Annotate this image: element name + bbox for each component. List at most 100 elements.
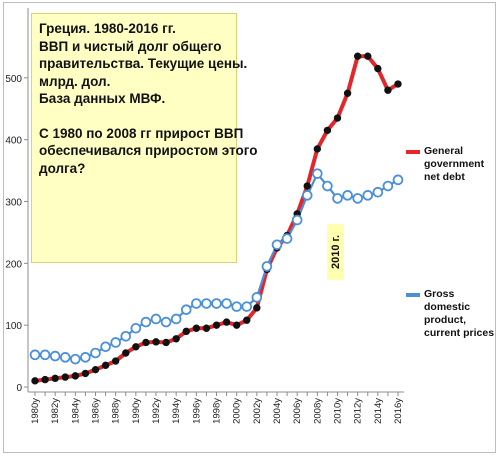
legend-gdp-line-4: current prices [424, 327, 495, 339]
data-point-debt [364, 52, 372, 60]
data-point-debt [31, 377, 39, 385]
data-point-gdp [100, 341, 111, 353]
data-point-debt [303, 182, 311, 190]
x-tick-label: 1996y [191, 398, 202, 424]
x-tick-label: 1982y [50, 398, 61, 424]
note-line: правительства. Текущие цены. [39, 56, 248, 71]
x-tick-label: 2012y [353, 398, 364, 424]
data-point-gdp [39, 349, 51, 361]
note-line: ВВП и чистый долг общего [39, 38, 222, 54]
data-point-debt [313, 145, 322, 153]
data-point-gdp [291, 214, 303, 226]
data-point-gdp [90, 347, 101, 359]
x-tick-label: 1988y [111, 398, 122, 424]
data-point-gdp [80, 352, 91, 363]
x-tick-label: 2016y [393, 398, 404, 424]
legend-debt-line-3: net debt [424, 171, 465, 183]
data-point-gdp [221, 298, 232, 309]
legend-gdp-line-1: Gross [424, 288, 455, 300]
data-point-debt [71, 372, 80, 380]
legend-debt-line-1: General [424, 145, 464, 157]
data-point-debt [253, 304, 261, 312]
note-line: Греция. 1980-2016 гг. [39, 21, 176, 36]
data-point-debt [374, 64, 382, 73]
note-line: База данных МВФ. [39, 91, 166, 106]
legend-gdp-line-2: domestic [424, 301, 471, 313]
data-point-gdp [231, 301, 242, 312]
data-point-debt [101, 361, 110, 370]
legend-gdp-swatch [406, 293, 420, 297]
data-point-debt [162, 338, 170, 347]
data-point-debt [122, 349, 130, 357]
y-tick-label: 300 [5, 198, 22, 209]
x-tick-label: 2006y [292, 398, 303, 424]
x-tick-label: 2004y [272, 398, 283, 424]
x-tick-label: 2014y [373, 398, 384, 424]
data-point-gdp [180, 304, 192, 316]
data-point-gdp [322, 180, 333, 192]
x-tick-label: 1986y [91, 398, 102, 424]
data-point-debt [384, 86, 392, 94]
data-point-debt [172, 335, 180, 343]
data-point-gdp [342, 190, 353, 201]
data-point-gdp [312, 168, 323, 179]
data-point-gdp [70, 353, 81, 365]
data-point-debt [152, 338, 160, 346]
legend-debt-line-2: government [424, 158, 485, 170]
data-point-gdp [352, 193, 363, 204]
annotation-textbox: Греция. 1980-2016 гг. ВВП и чистый долг о… [31, 13, 257, 263]
data-point-gdp [49, 350, 61, 362]
x-tick-label: 1992y [151, 398, 162, 424]
data-point-debt [333, 114, 342, 122]
y-tick-label: 400 [5, 136, 22, 147]
x-tick-label: 1984y [70, 398, 81, 424]
data-point-gdp [362, 190, 374, 201]
y-tick-label: 0 [16, 383, 22, 394]
data-point-gdp [301, 190, 313, 201]
data-point-gdp [170, 313, 182, 325]
x-tick-label: 1994y [171, 398, 182, 424]
note-line: млрд. дол. [39, 73, 111, 89]
data-point-debt [41, 375, 49, 384]
data-point-debt [91, 365, 100, 374]
data-point-debt [81, 369, 90, 378]
data-point-gdp [191, 298, 202, 309]
data-point-debt [132, 343, 140, 351]
data-point-debt [142, 338, 150, 347]
year-annotation-label: 2010 г. [329, 234, 342, 270]
legend-gdp-label: Gross domestic product, current prices [424, 288, 500, 340]
data-point-gdp [29, 349, 41, 361]
legend-debt-swatch [406, 150, 420, 154]
note-line: С 1980 по 2008 гг прирост ВВП [39, 125, 244, 141]
data-point-gdp [160, 316, 172, 328]
legend-debt-label: General government net debt [424, 145, 500, 184]
data-point-debt [243, 316, 251, 324]
data-point-debt [51, 374, 59, 383]
data-point-gdp [201, 298, 212, 309]
data-point-gdp [241, 301, 253, 312]
x-tick-label: 2000y [232, 398, 243, 424]
data-point-debt [323, 126, 332, 135]
data-point-debt [182, 327, 190, 336]
data-point-gdp [261, 261, 273, 272]
x-tick-label: 2002y [252, 398, 263, 424]
data-point-gdp [392, 174, 404, 186]
data-point-gdp [211, 298, 222, 309]
data-point-gdp [372, 186, 384, 198]
data-point-debt [353, 52, 362, 60]
x-tick-label: 1990y [131, 398, 142, 424]
x-tick-label: 1998y [212, 398, 223, 424]
data-point-gdp [110, 337, 121, 348]
note-gap [39, 108, 229, 125]
data-point-debt [212, 321, 221, 329]
y-tick-label: 500 [5, 74, 22, 85]
data-point-debt [343, 89, 352, 97]
data-point-debt [192, 324, 201, 332]
chart-frame [3, 2, 496, 453]
x-tick-label: 2010y [333, 398, 344, 424]
data-point-gdp [251, 292, 263, 303]
data-point-debt [111, 357, 120, 365]
year-annotation: 2010 г. [327, 224, 344, 280]
y-tick-label: 100 [5, 321, 22, 332]
